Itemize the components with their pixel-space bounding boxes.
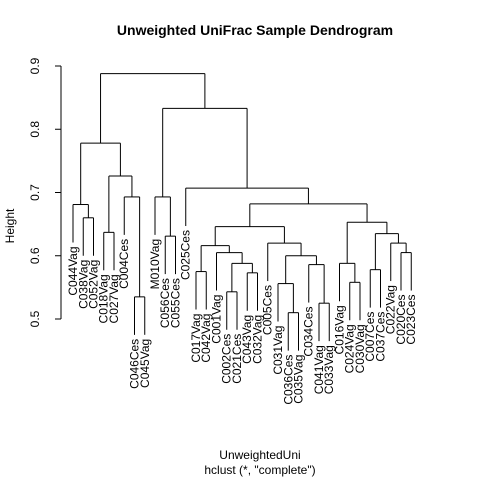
leaf-label: C046Ces [128, 339, 142, 389]
y-tick-label: 0.9 [28, 57, 42, 74]
leaf-label: C007Ces [363, 312, 377, 362]
leaf-label: C001Vag [210, 295, 224, 344]
method-subtitle: hclust (*, "complete") [204, 463, 315, 477]
y-tick-label: 0.8 [28, 121, 42, 138]
leaf-label: C055Ces [169, 278, 183, 328]
leaf-label: C020Ces [394, 295, 408, 345]
leaf-label: C004Ces [117, 239, 131, 289]
leaf-label: C052Vag [87, 260, 101, 309]
x-axis-label: UnweightedUni [219, 448, 300, 462]
leaf-label: C045Vag [138, 339, 152, 388]
leaf-label: C018Vag [97, 274, 111, 323]
dendrogram-branches [72, 73, 412, 351]
leaf-label: C023Ces [404, 295, 418, 345]
leaf-label: C031Vag [271, 326, 285, 375]
leaf-label: C036Ces [281, 355, 295, 405]
leaf-label: C016Vag [333, 305, 347, 354]
leaf-label: C033Vag [322, 345, 336, 394]
leaf-label: C002Ces [220, 334, 234, 384]
leaf-label: C022Vag [384, 285, 398, 334]
y-tick-label: 0.6 [28, 247, 42, 264]
leaf-label: C041Vag [312, 345, 326, 394]
leaf-label: C024Vag [343, 324, 357, 373]
y-axis: 0.5 0.6 0.7 0.8 0.9 [28, 57, 62, 327]
y-tick-label: 0.5 [28, 310, 42, 327]
leaf-label: C044Vag [66, 246, 80, 295]
leaf-label: C030Vag [353, 324, 367, 373]
leaf-label: C037Ces [374, 312, 388, 362]
leaf-label: C056Ces [158, 278, 172, 328]
y-tick-label: 0.7 [28, 184, 42, 201]
leaf-label: C038Vag [76, 260, 90, 309]
chart-title: Unweighted UniFrac Sample Dendrogram [117, 22, 393, 38]
y-axis-label: Height [3, 208, 17, 243]
leaf-label: C034Ces [302, 307, 316, 357]
leaf-label: C021Ces [230, 334, 244, 384]
leaf-labels: C044VagC038VagC052VagC018VagC027VagC004C… [66, 230, 418, 405]
leaf-label: C035Vag [292, 355, 306, 404]
leaf-label: C025Ces [179, 230, 193, 280]
leaf-label: C017Vag [189, 314, 203, 363]
leaf-label: C005Ces [261, 285, 275, 335]
leaf-label: C043Vag [240, 315, 254, 364]
leaf-label: M010Vag [148, 239, 162, 289]
leaf-label: C042Vag [199, 314, 213, 363]
leaf-label: C027Vag [107, 274, 121, 323]
leaf-label: C032Vag [251, 315, 265, 364]
